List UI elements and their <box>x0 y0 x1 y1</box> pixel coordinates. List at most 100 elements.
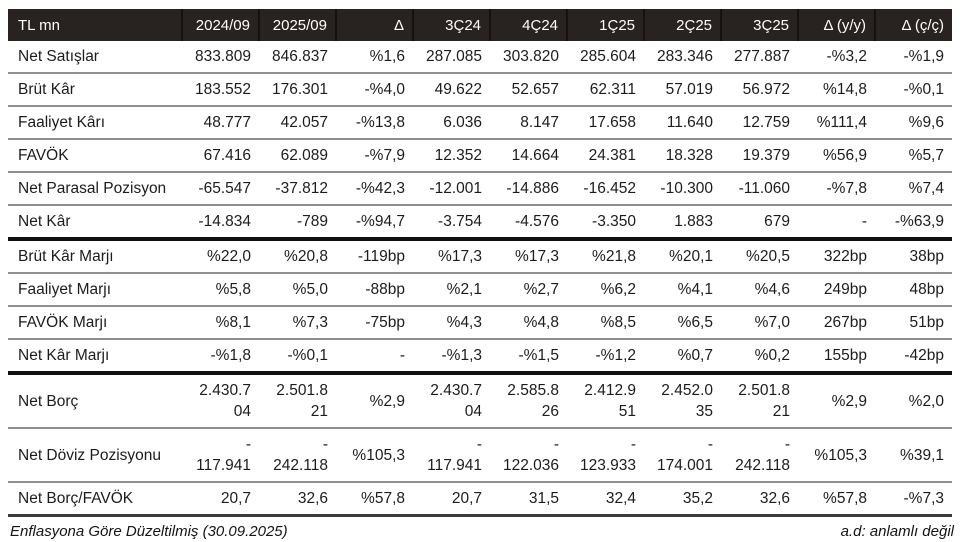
value-cell: %8,1 <box>182 306 259 340</box>
row-label: Net Borç/FAVÖK <box>8 482 182 517</box>
value-cell: - 117.941 <box>413 428 490 483</box>
value-cell: -%7,3 <box>875 482 952 517</box>
value-cell: -%0,1 <box>875 73 952 107</box>
value-cell: 183.552 <box>182 73 259 107</box>
value-cell: 62.089 <box>259 139 336 173</box>
value-cell: 67.416 <box>182 139 259 173</box>
value-cell: 17.658 <box>567 106 644 140</box>
table-row: Net Parasal Pozisyon -65.547 -37.812 -%42,3… <box>8 172 952 206</box>
value-cell: -3.350 <box>567 205 644 241</box>
row-label: Net Kâr <box>8 205 182 241</box>
value-cell: %5,7 <box>875 139 952 173</box>
value-cell: %2,0 <box>875 373 952 429</box>
value-cell: 2.412.9 51 <box>567 373 644 429</box>
value-cell: -14.886 <box>490 172 567 206</box>
value-cell: -119bp <box>336 239 413 274</box>
value-cell: -42bp <box>875 339 952 375</box>
row-label: Brüt Kâr <box>8 73 182 107</box>
value-cell: -65.547 <box>182 172 259 206</box>
value-cell: -%0,1 <box>259 339 336 375</box>
value-cell: %20,8 <box>259 239 336 274</box>
value-cell: %22,0 <box>182 239 259 274</box>
header-cell-period: Δ (y/y) <box>797 9 875 41</box>
row-label: Net Parasal Pozisyon <box>8 172 182 206</box>
value-cell: %5,8 <box>182 273 259 307</box>
value-cell: 303.820 <box>490 41 567 74</box>
value-cell: -%1,8 <box>182 339 259 375</box>
row-label: Net Döviz Pozisyonu <box>8 428 182 483</box>
value-cell: 287.085 <box>413 41 490 74</box>
value-cell: 35,2 <box>644 482 721 517</box>
value-cell: -%13,8 <box>336 106 413 140</box>
value-cell: 2.452.0 35 <box>644 373 721 429</box>
value-cell: - 174.001 <box>644 428 721 483</box>
value-cell: %4,6 <box>721 273 798 307</box>
header-row: TL mn 2024/09 2025/09 Δ 3Ç24 4Ç24 1Ç25 2Ç25 3Ç25… <box>8 9 952 41</box>
value-cell: 176.301 <box>259 73 336 107</box>
value-cell: 283.346 <box>644 41 721 74</box>
value-cell: -4.576 <box>490 205 567 241</box>
value-cell: - 242.118 <box>259 428 336 483</box>
value-cell: %7,0 <box>721 306 798 340</box>
value-cell: 20,7 <box>182 482 259 517</box>
table-row: Net Borç 2.430.7 04 2.501.8 21 %2,9 2.430.7 … <box>8 373 952 429</box>
header-cell-metric: TL mn <box>8 9 182 41</box>
value-cell: %6,5 <box>644 306 721 340</box>
table-row: Brüt Kâr Marjı %22,0 %20,8 -119bp %17,3 %17,3… <box>8 239 952 274</box>
header-cell-period: 2025/09 <box>258 9 336 41</box>
value-cell: %2,9 <box>336 373 413 429</box>
value-cell: %7,3 <box>259 306 336 340</box>
value-cell: -3.754 <box>413 205 490 241</box>
value-cell: -37.812 <box>259 172 336 206</box>
value-cell: -%1,2 <box>567 339 644 375</box>
value-cell: 48bp <box>875 273 952 307</box>
table-row: Faaliyet Kârı 48.777 42.057 -%13,8 6.036 8.14… <box>8 106 952 140</box>
header-cell-period: Δ (ç/ç) <box>874 9 952 41</box>
table-row: Net Kâr -14.834 -789 -%94,7 -3.754 -4.576 -3.3… <box>8 205 952 241</box>
row-label: Net Borç <box>8 373 182 429</box>
table-row: Net Borç/FAVÖK 20,7 32,6 %57,8 20,7 31,5 32,4 3… <box>8 482 952 517</box>
row-label: Faaliyet Kârı <box>8 106 182 140</box>
value-cell: 2.585.8 26 <box>490 373 567 429</box>
value-cell: 12.352 <box>413 139 490 173</box>
value-cell: %20,1 <box>644 239 721 274</box>
header-cell-period: 2Ç25 <box>643 9 721 41</box>
value-cell: 679 <box>721 205 798 241</box>
value-cell: 32,6 <box>259 482 336 517</box>
value-cell: %5,0 <box>259 273 336 307</box>
value-cell: -88bp <box>336 273 413 307</box>
row-label: FAVÖK Marjı <box>8 306 182 340</box>
value-cell: -%1,3 <box>413 339 490 375</box>
value-cell: %0,2 <box>721 339 798 375</box>
value-cell: 51bp <box>875 306 952 340</box>
value-cell: %17,3 <box>413 239 490 274</box>
value-cell: 285.604 <box>567 41 644 74</box>
value-cell: 2.430.7 04 <box>413 373 490 429</box>
value-cell: -%4,0 <box>336 73 413 107</box>
header-cell-period: 1Ç25 <box>566 9 644 41</box>
value-cell: 2.501.8 21 <box>259 373 336 429</box>
table-row: FAVÖK 67.416 62.089 -%7,9 12.352 14.664 24.381… <box>8 139 952 173</box>
value-cell: %56,9 <box>798 139 875 173</box>
value-cell: - 122.036 <box>490 428 567 483</box>
value-cell: %8,5 <box>567 306 644 340</box>
value-cell: 249bp <box>798 273 875 307</box>
value-cell: - 123.933 <box>567 428 644 483</box>
footnote-inflation-adjusted: Enflasyona Göre Düzeltilmiş (30.09.2025) <box>10 523 288 540</box>
table-row: Net Kâr Marjı -%1,8 -%0,1- -%1,3 -%1,5 -%1,2%… <box>8 339 952 375</box>
value-cell: 32,6 <box>721 482 798 517</box>
value-cell: - <box>336 339 413 375</box>
value-cell: -%1,9 <box>875 41 952 74</box>
value-cell: 8.147 <box>490 106 567 140</box>
value-cell: - 242.118 <box>721 428 798 483</box>
value-cell: 6.036 <box>413 106 490 140</box>
value-cell: %6,2 <box>567 273 644 307</box>
value-cell: %2,9 <box>798 373 875 429</box>
value-cell: 2.501.8 21 <box>721 373 798 429</box>
value-cell: -%1,5 <box>490 339 567 375</box>
value-cell: 18.328 <box>644 139 721 173</box>
value-cell: 12.759 <box>721 106 798 140</box>
value-cell: 24.381 <box>567 139 644 173</box>
value-cell: 38bp <box>875 239 952 274</box>
